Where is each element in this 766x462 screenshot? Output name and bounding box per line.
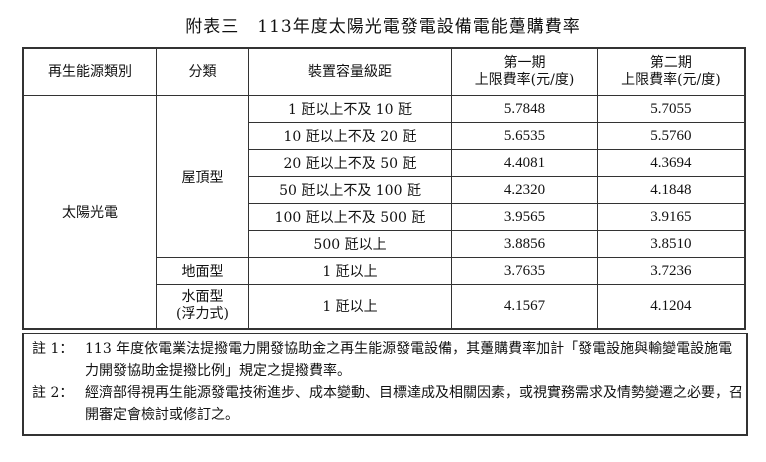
header-row: 再生能源類別 分類 裝置容量級距 第一期 上限費率(元/度) 第二期 上限費率(元/… (22, 47, 746, 96)
capacity-cell: 1 瓩以上 (247, 257, 453, 285)
table-row: 水面型 (浮力式) 1 瓩以上 4.1567 4.1204 (23, 284, 746, 329)
category-rooftop: 屋頂型 (156, 95, 249, 258)
capacity-cell: 50 瓩以上不及 100 瓩 (247, 176, 453, 204)
note-text: 經濟部得視再生能源發電技術進步、成本變動、目標達成及相關因素，或視實務需求及情勢… (85, 385, 743, 423)
period2-rate: 4.3694 (596, 149, 746, 177)
capacity-cell: 10 瓩以上不及 20 瓩 (247, 122, 453, 150)
capacity-cell: 20 瓩以上不及 50 瓩 (247, 149, 453, 177)
note-2: 註 2： 經濟部得視再生能源發電技術進步、成本變動、目標達成及相關因素，或視實務… (32, 382, 746, 426)
period1-rate: 5.7848 (451, 95, 598, 123)
header-period1-unit: 上限費率(元/度) (474, 72, 575, 88)
period2-rate: 3.8510 (596, 230, 746, 258)
capacity-cell: 1 瓩以上 (247, 284, 453, 329)
period2-rate: 4.1848 (596, 176, 746, 204)
note-label: 註 1： (32, 341, 74, 357)
table-row: 太陽光電 屋頂型 1 瓩以上不及 10 瓩 5.7848 5.7055 (22, 95, 746, 329)
header-period2-title: 第二期 (649, 55, 692, 71)
table-row: 20 瓩以上不及 50 瓩 4.4081 4.3694 (23, 149, 746, 177)
table-row: 地面型 1 瓩以上 3.7635 3.7236 (23, 257, 746, 285)
category-ground: 地面型 (156, 257, 249, 285)
category-water: 水面型 (浮力式) (156, 284, 249, 329)
page-title: 附表三 113年度太陽光電發電設備電能躉購費率 (185, 17, 581, 37)
table-row: 10 瓩以上不及 20 瓩 5.6535 5.5760 (23, 122, 746, 150)
period1-rate: 3.7635 (451, 257, 598, 285)
header-period1: 第一期 上限費率(元/度) (451, 47, 598, 96)
note-1: 註 1： 113 年度依電業法提撥電力開發協助金之再生能源發電設備，其躉購費率加… (32, 338, 746, 382)
period2-rate: 3.9165 (596, 203, 746, 231)
period1-rate: 4.4081 (451, 149, 598, 177)
category-water-subtitle: (浮力式) (175, 306, 229, 323)
table-row: 100 瓩以上不及 500 瓩 3.9565 3.9165 (23, 203, 746, 231)
header-category: 分類 (156, 47, 249, 96)
period1-rate: 5.6535 (451, 122, 598, 150)
energy-type-cell: 太陽光電 (22, 95, 158, 329)
period1-rate: 4.2320 (451, 176, 598, 204)
table-row: 50 瓩以上不及 100 瓩 4.2320 4.1848 (23, 176, 746, 204)
capacity-cell: 500 瓩以上 (247, 230, 453, 258)
notes-box: 註 1： 113 年度依電業法提撥電力開發協助金之再生能源發電設備，其躉購費率加… (22, 333, 748, 436)
header-period2-unit: 上限費率(元/度) (621, 72, 721, 88)
note-text: 113 年度依電業法提撥電力開發協助金之再生能源發電設備，其躉購費率加計「發電設… (85, 341, 733, 379)
header-period2: 第二期 上限費率(元/度) (596, 47, 746, 96)
period1-rate: 3.8856 (451, 230, 598, 258)
period2-rate: 5.7055 (596, 95, 746, 123)
capacity-cell: 1 瓩以上不及 10 瓩 (247, 95, 453, 123)
period2-rate: 5.5760 (596, 122, 746, 150)
period1-rate: 3.9565 (451, 203, 598, 231)
header-period1-title: 第一期 (503, 55, 546, 71)
table-row: 500 瓩以上 3.8856 3.8510 (23, 230, 746, 258)
period2-rate: 4.1204 (596, 284, 746, 329)
period1-rate: 4.1567 (451, 284, 598, 329)
tariff-table: 再生能源類別 分類 裝置容量級距 第一期 上限費率(元/度) 第二期 上限費率(元/… (22, 47, 746, 330)
note-label: 註 2： (32, 385, 74, 401)
header-type: 再生能源類別 (22, 47, 158, 96)
header-capacity: 裝置容量級距 (247, 47, 453, 96)
category-water-title: 水面型 (181, 289, 224, 306)
capacity-cell: 100 瓩以上不及 500 瓩 (247, 203, 453, 231)
period2-rate: 3.7236 (596, 257, 746, 285)
